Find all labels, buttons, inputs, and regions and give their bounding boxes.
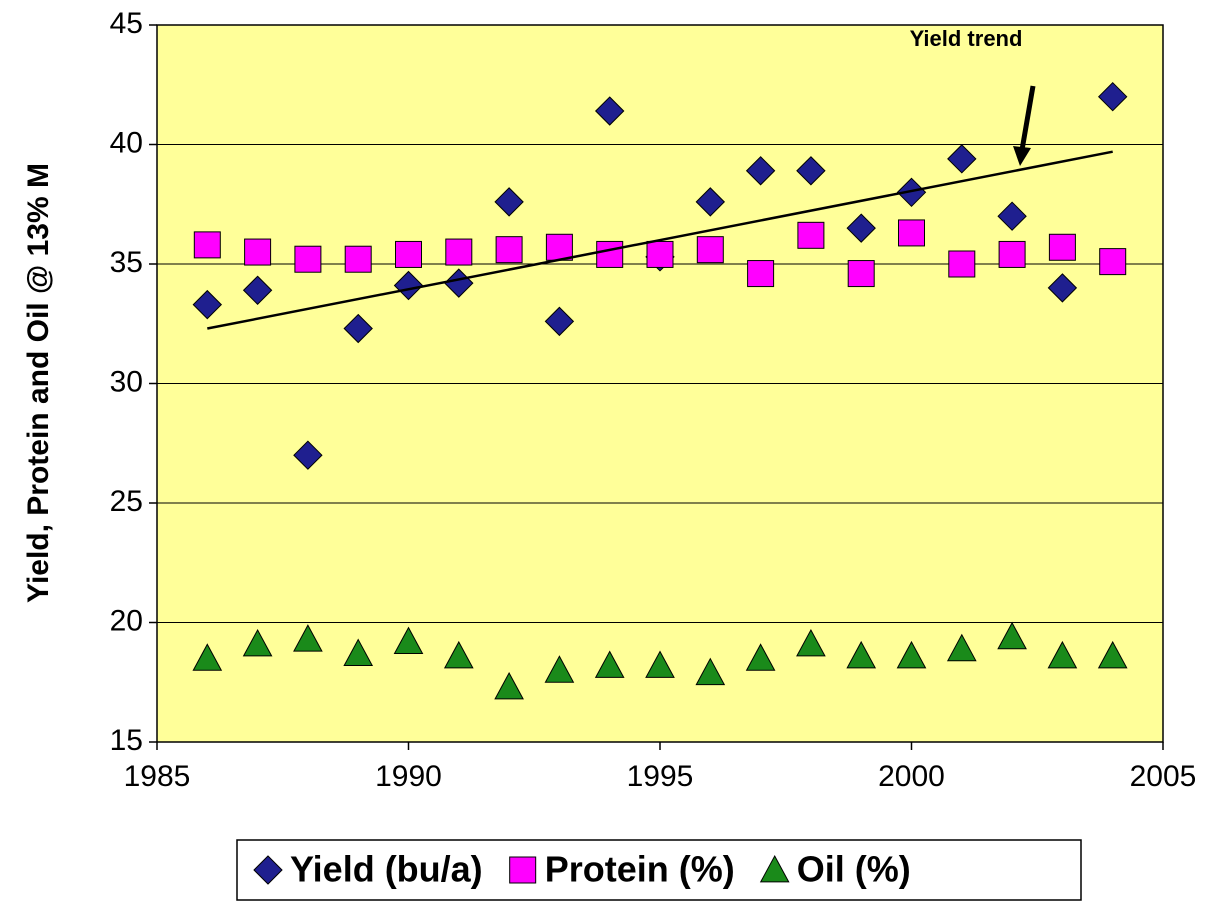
marker-triangle (695, 657, 726, 686)
marker-square (596, 240, 624, 268)
marker-square (509, 856, 537, 884)
marker-square (696, 236, 724, 264)
y-tick-label: 15 (110, 724, 143, 757)
marker-square (495, 236, 523, 264)
marker-square (797, 221, 825, 249)
marker-diamond (594, 96, 625, 126)
marker-triangle (544, 655, 575, 683)
y-tick-label: 45 (110, 7, 143, 40)
marker-square (193, 231, 221, 259)
marker-square (847, 260, 875, 288)
marker-diamond (896, 177, 927, 208)
x-tick-label: 1995 (627, 760, 694, 793)
marker-triangle (293, 624, 323, 652)
x-tick-label: 1990 (375, 760, 442, 793)
annotation: Yield trend (910, 26, 1023, 51)
marker-square (344, 245, 372, 273)
marker-triangle (343, 638, 374, 666)
marker-square (646, 240, 674, 268)
marker-square (948, 250, 976, 278)
plot-border (156, 24, 1164, 743)
marker-diamond (393, 270, 424, 301)
marker-diamond (192, 289, 223, 320)
legend-label: Yield (bu/a) (290, 849, 483, 890)
trend-line (207, 150, 1113, 330)
marker-square (545, 233, 573, 261)
marker-triangle (796, 628, 826, 657)
marker-triangle (594, 650, 625, 678)
marker-square (445, 238, 473, 266)
arrow-head (1013, 146, 1031, 166)
marker-diamond (1047, 273, 1078, 303)
legend (236, 839, 1082, 901)
marker-diamond (253, 855, 283, 885)
marker-triangle (1047, 640, 1078, 669)
marker-triangle (645, 650, 675, 678)
x-tick-label: 2005 (1130, 760, 1197, 793)
marker-square (898, 219, 925, 247)
y-axis-label: Yield, Protein and Oil @ 13% M (22, 163, 55, 603)
marker-diamond (1097, 81, 1128, 112)
marker-square (1048, 233, 1076, 261)
marker-triangle (896, 640, 927, 669)
marker-triangle (242, 628, 273, 657)
marker-triangle (946, 633, 977, 662)
marker-diamond (745, 156, 776, 186)
marker-square (747, 260, 775, 288)
marker-square (1099, 248, 1127, 276)
marker-diamond (293, 440, 323, 470)
x-tick-label: 1985 (124, 760, 191, 793)
marker-diamond (947, 144, 977, 174)
marker-triangle (393, 626, 424, 655)
marker-triangle (494, 671, 524, 700)
legend-label: Oil (%) (797, 849, 911, 890)
marker-square (244, 238, 272, 266)
y-tick-label: 25 (110, 485, 143, 518)
marker-diamond (494, 187, 524, 217)
x-tick-label: 2000 (878, 760, 945, 793)
marker-triangle (192, 643, 223, 671)
marker-diamond (796, 156, 826, 186)
annotation-arrow (1019, 85, 1036, 151)
marker-square (395, 240, 422, 268)
marker-diamond (242, 275, 273, 305)
marker-triangle (443, 640, 474, 669)
y-tick-label: 30 (110, 365, 143, 398)
marker-diamond (343, 313, 373, 344)
marker-diamond (846, 213, 876, 243)
y-tick-label: 20 (110, 604, 143, 637)
marker-diamond (997, 201, 1027, 231)
marker-triangle (745, 643, 776, 671)
marker-triangle (997, 621, 1027, 650)
y-tick-label: 40 (110, 126, 143, 159)
marker-square (294, 245, 322, 273)
legend-label: Protein (%) (545, 849, 735, 890)
y-tick-label: 35 (110, 246, 143, 279)
marker-diamond (544, 306, 575, 337)
marker-triangle (846, 640, 877, 669)
marker-diamond (695, 187, 726, 217)
marker-triangle (1097, 640, 1128, 669)
marker-triangle (759, 854, 790, 883)
marker-square (998, 240, 1026, 268)
